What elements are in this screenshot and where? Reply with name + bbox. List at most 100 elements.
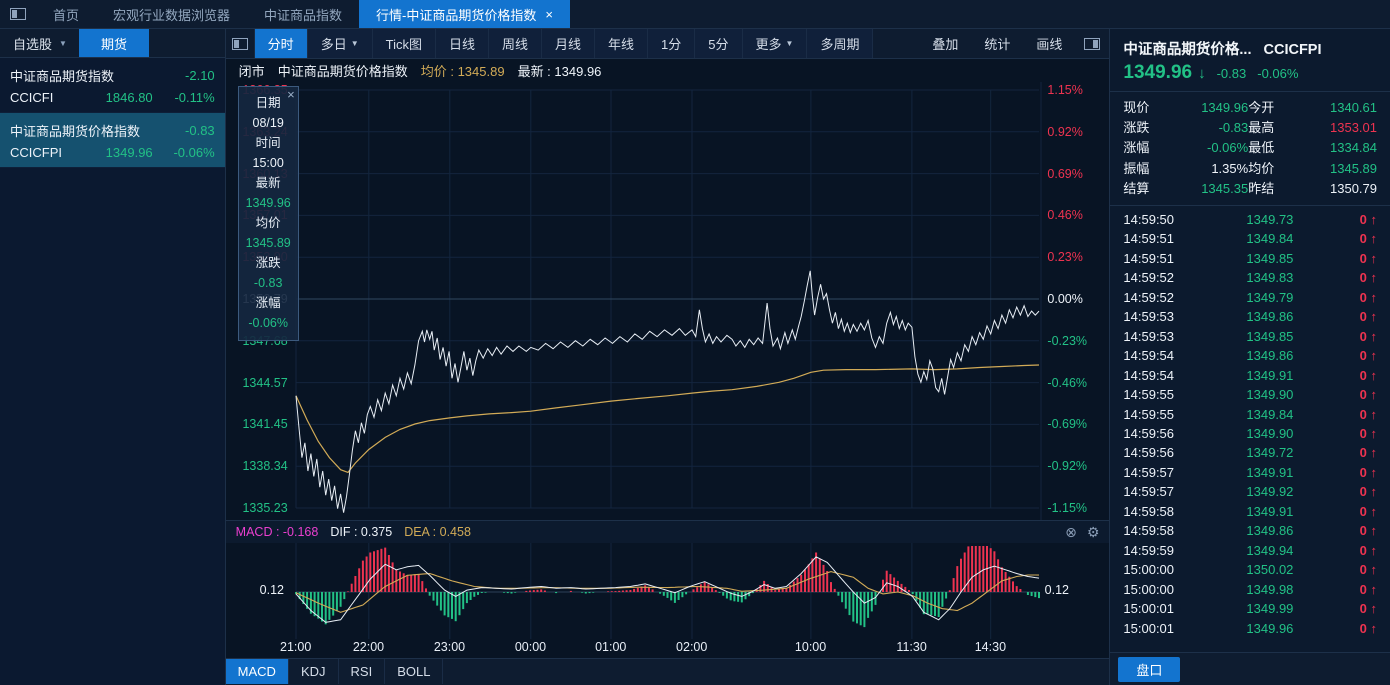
macd-histogram-bar [773, 590, 776, 592]
toolbar-right-buttons: 叠加 统计 画线 [919, 29, 1075, 58]
period-button-label: 多日 [320, 37, 347, 52]
indicator-tabs: MACD KDJ RSI BOLL [225, 658, 1110, 684]
tick-price: 1349.92 [1246, 484, 1294, 500]
price-line [295, 270, 1040, 513]
macd-histogram-bar [350, 583, 353, 592]
macd-histogram-bar [855, 592, 858, 624]
macd-histogram-bar [781, 588, 784, 592]
period-button-更多[interactable]: 更多 ▼ [742, 29, 808, 58]
watchlist-item-CCICFPI[interactable]: 中证商品期货价格指数 -0.83 CCICFPI 1349.96 -0.06% [0, 113, 225, 168]
macd-histogram-bar [829, 582, 832, 592]
macd-histogram-bar [469, 592, 472, 600]
period-button-多日[interactable]: 多日 ▼ [307, 29, 373, 58]
tick-row: 14:59:52 1349.79 0 ↑ [1123, 288, 1377, 307]
app-tab-0[interactable]: 首页 [36, 0, 96, 28]
macd-histogram-bar [989, 548, 992, 592]
tick-volume: 0 ↑ [1359, 445, 1377, 461]
close-circle-icon[interactable]: ⊗ [1065, 523, 1077, 540]
instrument-code: CCICFPI [10, 145, 62, 160]
indicator-tab-BOLL[interactable]: BOLL [385, 659, 444, 684]
tick-time: 14:59:57 [1123, 464, 1175, 480]
macd-histogram-bar [632, 588, 635, 592]
macd-histogram-bar [885, 570, 888, 592]
macd-histogram-bar [357, 568, 360, 592]
app-tab-3[interactable]: 行情-中证商品期货价格指数 × [359, 0, 570, 28]
panel-icon [1084, 37, 1101, 50]
stat-label: 均价 [1248, 160, 1275, 176]
quote-panel: 中证商品期货价格... CCICFPI 1349.96 ↓ -0.83 -0.0… [1109, 29, 1390, 685]
intraday-price-chart[interactable]: × 日期 08/19 时间 15:00 最新 1349.96 均价 1345.89 涨跌 -0.8… [226, 82, 1110, 520]
tick-volume: 0 ↑ [1359, 601, 1377, 617]
macd-histogram-bar [863, 592, 866, 628]
macd-histogram-bar [889, 574, 892, 592]
period-button-1分[interactable]: 1分 [648, 29, 696, 58]
gear-icon[interactable]: ⚙ [1086, 523, 1100, 540]
period-toolbar: 分时 多日 ▼ Tick图 日线 周线 月线 年线 1分 5分 更多 ▼ 多周期 叠加 统计 画线 [225, 29, 1110, 59]
tool-button-画线[interactable]: 画线 [1036, 37, 1063, 52]
macd-histogram-bar [413, 574, 416, 592]
macd-histogram-bar [937, 592, 940, 617]
app-tab-1[interactable]: 宏观行业数据浏览器 [96, 0, 247, 28]
period-button-Tick图[interactable]: Tick图 [372, 29, 436, 58]
macd-histogram-bar [614, 591, 617, 592]
macd-histogram-bar [844, 592, 847, 609]
period-button-分时[interactable]: 分时 [254, 29, 308, 58]
order-book-button[interactable]: 盘口 [1118, 657, 1181, 682]
indicator-tab-MACD[interactable]: MACD [225, 659, 289, 684]
macd-histogram-bar [309, 592, 312, 614]
quote-stats-grid: 现价 1349.96 今开 1340.61 涨跌 -0.83 最高 1353.01 涨幅 -0.0… [1110, 92, 1390, 207]
stat-label: 最高 [1248, 120, 1275, 136]
tick-row: 14:59:58 1349.86 0 ↑ [1123, 521, 1377, 540]
tick-price: 1349.91 [1246, 503, 1294, 519]
instrument-name: 中证商品期货价格指数 [277, 64, 408, 79]
macd-histogram-bar [335, 592, 338, 612]
tick-time: 14:59:53 [1123, 328, 1175, 344]
instrument-change-pct: -0.06% [173, 145, 215, 160]
tick-time: 14:59:50 [1123, 212, 1175, 228]
time-axis-label: 10:00 [794, 640, 827, 654]
watchlist-group-label: 自选股 [13, 36, 53, 52]
macd-histogram-bar [1019, 589, 1022, 592]
sidebar-toggle-icon[interactable] [0, 0, 36, 28]
period-button-年线[interactable]: 年线 [595, 29, 649, 58]
close-icon[interactable]: × [287, 87, 295, 102]
collapse-right-panel-icon[interactable] [1075, 29, 1109, 58]
category-tab-futures[interactable]: 期货 [79, 29, 149, 57]
tick-time: 14:59:59 [1123, 542, 1175, 558]
macd-histogram-bar [480, 592, 483, 593]
period-button-多周期[interactable]: 多周期 [807, 29, 874, 58]
tool-button-统计[interactable]: 统计 [984, 37, 1011, 52]
macd-histogram-bar [948, 590, 951, 592]
app-tab-2[interactable]: 中证商品指数 [247, 0, 359, 28]
macd-histogram-bar [941, 592, 944, 607]
tick-time: 14:59:54 [1123, 348, 1175, 364]
macd-histogram-bar [707, 584, 710, 592]
app-tab-label: 中证商品指数 [264, 7, 343, 23]
collapse-left-panel-icon[interactable] [226, 29, 255, 58]
tick-row: 15:00:00 1350.02 0 ↑ [1123, 560, 1377, 579]
macd-histogram-bar [420, 581, 423, 592]
watchlist-item-CCICFI[interactable]: 中证商品期货指数 -2.10 CCICFI 1846.80 -0.11% [0, 58, 225, 113]
close-tab-icon[interactable]: × [545, 6, 553, 22]
percent-axis-label: -1.15% [1047, 501, 1088, 515]
period-button-日线[interactable]: 日线 [435, 29, 489, 58]
macd-histogram-bar [721, 592, 724, 596]
macd-histogram-bar [305, 592, 308, 609]
macd-histogram-bar [569, 590, 572, 592]
macd-histogram-bar [383, 547, 386, 592]
macd-histogram-bar [747, 592, 750, 597]
period-button-5分[interactable]: 5分 [695, 29, 743, 58]
macd-histogram-bar [365, 556, 368, 592]
period-button-周线[interactable]: 周线 [489, 29, 543, 58]
indicator-tab-RSI[interactable]: RSI [339, 659, 386, 684]
macd-histogram-bar [461, 592, 464, 610]
tick-row: 14:59:54 1349.91 0 ↑ [1123, 366, 1377, 385]
watchlist-group-dropdown[interactable]: 自选股 ▼ [0, 29, 79, 57]
period-button-月线[interactable]: 月线 [542, 29, 596, 58]
macd-histogram-bar [398, 571, 401, 592]
macd-indicator-chart[interactable]: 0.12 0.12 [226, 543, 1110, 639]
macd-histogram-bar [766, 584, 769, 592]
macd-histogram-bar [528, 590, 531, 592]
tool-button-叠加[interactable]: 叠加 [932, 37, 959, 52]
indicator-tab-KDJ[interactable]: KDJ [289, 659, 339, 684]
